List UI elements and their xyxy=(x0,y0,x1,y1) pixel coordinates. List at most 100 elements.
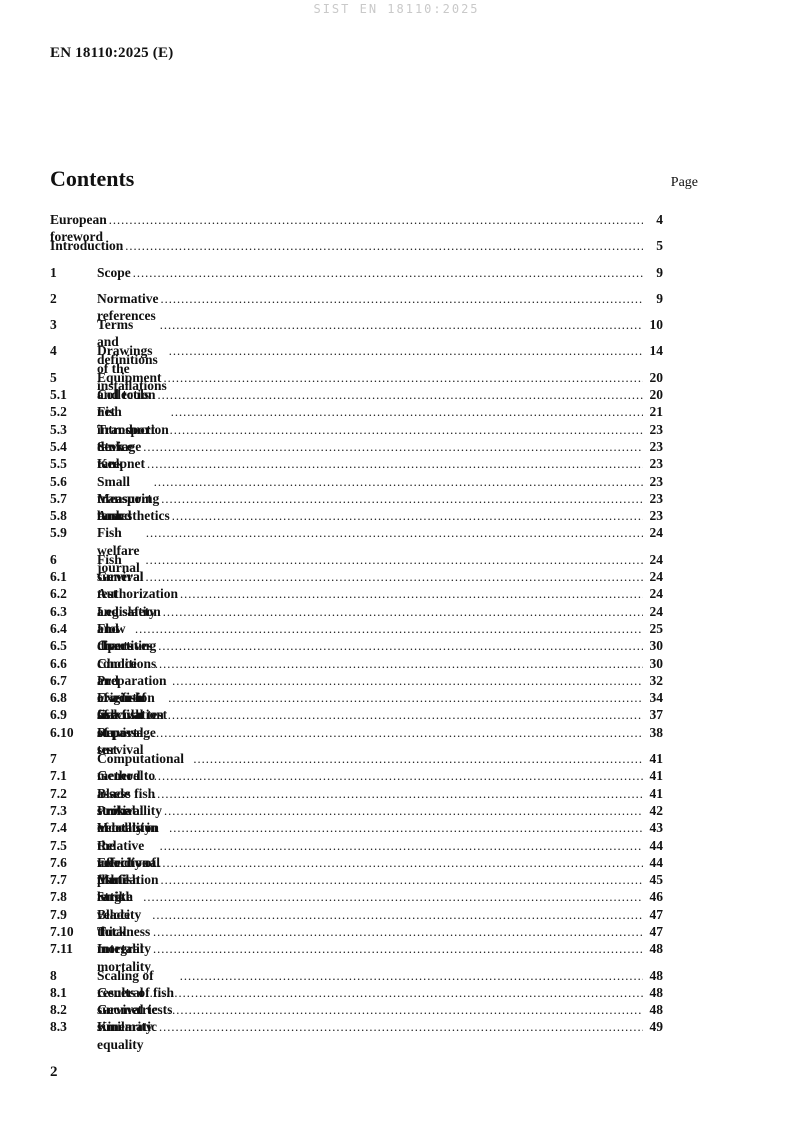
toc-entry: 5.3 Transport tank.......................… xyxy=(50,421,664,454)
toc-entry: 5 Equipment and tools....................… xyxy=(50,369,663,402)
toc-entry-number: 7.1 xyxy=(50,768,67,784)
toc-entry-label: Drawings of the installations xyxy=(97,343,167,394)
toc-entry-page: 43 xyxy=(649,820,664,836)
watermark-text: SIST EN 18110:2025 xyxy=(313,2,480,16)
toc-entry-label: Probability of collision xyxy=(97,802,163,836)
toc-entry-label: Effective fish length xyxy=(97,854,148,905)
toc-leader-dots: ........................................… xyxy=(158,639,643,654)
toc-leader-dots: ........................................… xyxy=(193,752,643,767)
toc-leader-dots: ........................................… xyxy=(145,552,644,567)
toc-entry-label: Measuring board xyxy=(97,490,160,524)
toc-leader-dots: ........................................… xyxy=(161,491,643,506)
toc-entry-label: Computational method to assess fish surv… xyxy=(97,751,185,818)
toc-entry: 7.7 Mutilation ratio.....................… xyxy=(50,871,663,904)
toc-entry-number: 6.1 xyxy=(50,569,67,585)
toc-entry-page: 23 xyxy=(649,421,664,437)
toc-entry-number: 5 xyxy=(50,369,57,385)
toc-entry-label: Operating conditions xyxy=(97,638,157,671)
toc-leader-dots: ........................................… xyxy=(135,621,643,636)
toc-entry-label: Integral mortality xyxy=(97,941,151,974)
toc-entry: 6.4 Flow charts..........................… xyxy=(50,620,663,653)
toc-entry-page: 47 xyxy=(649,906,664,922)
toc-entry-number: 6.9 xyxy=(50,707,67,723)
toc-entry-page: 48 xyxy=(649,1002,664,1018)
footer-page-number: 2 xyxy=(50,1064,58,1080)
toc-entry-label: European foreword xyxy=(50,212,107,245)
toc-entry-page: 24 xyxy=(649,551,664,567)
toc-leader-dots: ........................................… xyxy=(145,985,644,1000)
toc-entry: 8.2 Geometric similarity.................… xyxy=(50,1001,664,1034)
toc-entry-number: 6.3 xyxy=(50,603,67,619)
toc-entry: 7.3 Probability of collision.............… xyxy=(50,802,663,835)
toc-entry-page: 10 xyxy=(649,317,664,333)
toc-entry: 7.2 Blade strike mortality...............… xyxy=(50,785,663,836)
toc-entry-number: 3 xyxy=(50,317,57,333)
toc-entry: 7.4 Velocity in the meridional plane.....… xyxy=(50,819,664,887)
toc-entry-label: Scaling of results of fish survival test… xyxy=(97,967,175,1018)
toc-entry: 7.5 Relative velocity of the fish........… xyxy=(50,837,663,888)
toc-entry-page: 41 xyxy=(649,751,664,767)
toc-leader-dots: ........................................… xyxy=(152,924,643,939)
toc-leader-dots: ........................................… xyxy=(159,1003,643,1018)
toc-entry: 7.11 Integral mortality..................… xyxy=(50,940,663,973)
toc-leader-dots: ........................................… xyxy=(171,509,643,524)
toc-leader-dots: ........................................… xyxy=(167,708,643,723)
toc-entry-number: 5.3 xyxy=(50,421,67,437)
toc-entry-number: 7.2 xyxy=(50,785,67,801)
toc-entry-number: 7.7 xyxy=(50,872,67,888)
toc-entry-label: Preparation of a fish survival test xyxy=(97,672,168,723)
toc-entry-label: Storage tank xyxy=(97,438,142,472)
toc-entry-page: 41 xyxy=(649,768,664,784)
toc-entry-page: 49 xyxy=(649,1019,664,1035)
toc-entry-page: 23 xyxy=(649,456,664,472)
toc-entry-page: 9 xyxy=(656,264,663,280)
toc-leader-dots: ........................................… xyxy=(132,265,643,280)
toc-entry-label: Choice and origin of fish xyxy=(97,655,147,723)
toc-leader-dots: ........................................… xyxy=(152,786,643,801)
toc-entry-label: General xyxy=(97,569,144,585)
toc-entry-label: Legislation and directives xyxy=(97,603,161,654)
toc-entry-number: 8.1 xyxy=(50,984,67,1000)
toc-entry-label: Velocity in the meridional plane xyxy=(97,820,160,888)
toc-entry-number: 5.8 xyxy=(50,508,67,524)
toc-entry-page: 20 xyxy=(649,387,664,403)
toc-entry-number: 5.4 xyxy=(50,438,67,454)
toc-entry-number: 4 xyxy=(50,343,57,359)
toc-leader-dots: ........................................… xyxy=(149,855,643,870)
toc-entry-page: 32 xyxy=(649,672,664,688)
toc-entry-number: 5.2 xyxy=(50,404,67,420)
toc-entry-page: 14 xyxy=(649,343,664,359)
document-reference: EN 18110:2025 (E) xyxy=(50,45,174,61)
toc-leader-dots: ........................................… xyxy=(163,370,643,385)
toc-entry: 5.8 Anaesthetics.........................… xyxy=(50,507,663,524)
toc-entry-number: 7.5 xyxy=(50,837,67,853)
toc-entry: 6.2 Authorization and safety.............… xyxy=(50,585,663,618)
toc-entry-page: 23 xyxy=(649,508,664,524)
toc-leader-dots: ........................................… xyxy=(160,873,643,888)
toc-entry: 6.3 Legislation and directives...........… xyxy=(50,603,663,654)
toc-entry-number: 5.9 xyxy=(50,525,67,541)
toc-leader-dots: ........................................… xyxy=(145,769,644,784)
toc-list: European foreword.......................… xyxy=(50,211,664,1052)
toc-entry-page: 9 xyxy=(656,290,663,306)
toc-entry-number: 7.4 xyxy=(50,820,67,836)
toc-entry-label: Kinematic equality xyxy=(97,1019,157,1052)
toc-entry-number: 6.10 xyxy=(50,724,74,740)
toc-entry: 5.9 Fish welfare journal.................… xyxy=(50,524,663,575)
toc-entry-label: General xyxy=(97,768,144,784)
toc-entry: 5.4 Storage tank.........................… xyxy=(50,438,663,471)
toc-entry-label: Keepnet xyxy=(97,456,145,472)
toc-leader-dots: ........................................… xyxy=(159,1020,643,1035)
toc-entry: 7.10 Total mortality.....................… xyxy=(50,923,663,956)
toc-leader-dots: ........................................… xyxy=(125,239,643,254)
toc-entry-number: 6.2 xyxy=(50,586,67,602)
toc-entry-number: 7 xyxy=(50,751,57,767)
toc-leader-dots: ........................................… xyxy=(180,587,643,602)
toc-entry-label: Total mortality xyxy=(97,923,151,957)
toc-entry-label: Mutilation ratio xyxy=(97,872,159,905)
toc-entry-page: 30 xyxy=(649,655,664,671)
toc-entry-number: 2 xyxy=(50,290,57,306)
toc-entry-number: 6.7 xyxy=(50,672,67,688)
toc-entry: 8.1 General..............................… xyxy=(50,984,663,1001)
